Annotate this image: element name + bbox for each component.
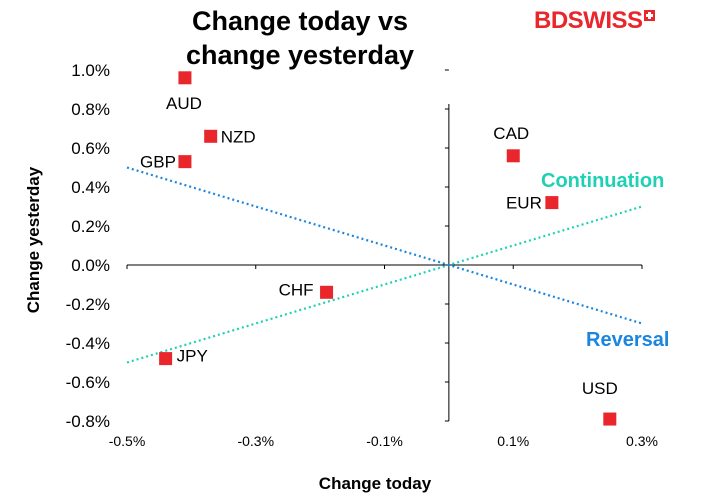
x-axis-label: Change today <box>318 474 432 493</box>
data-point-usd <box>603 412 617 426</box>
data-point-gbp <box>178 155 192 169</box>
y-tick-label: -0.8% <box>66 412 110 431</box>
y-tick-label: 1.0% <box>71 61 110 80</box>
x-tick-label: -0.1% <box>366 433 403 449</box>
chart-title-line2: change yesterday <box>185 40 415 70</box>
data-label-aud: AUD <box>166 94 202 113</box>
chart-title: Change today vs change yesterday <box>150 4 450 72</box>
y-tick-label: -0.4% <box>66 334 110 353</box>
x-tick-label: -0.3% <box>237 433 274 449</box>
data-point-aud <box>178 71 192 85</box>
y-tick-label: 0.2% <box>71 217 110 236</box>
data-point-jpy <box>159 352 173 366</box>
continuation-annotation: Continuation <box>541 170 665 192</box>
continuation-line <box>126 205 643 364</box>
reversal-annotation: Reversal <box>586 329 670 351</box>
y-tick-label: 0.8% <box>71 100 110 119</box>
chart-title-line1: Change today vs <box>191 6 409 36</box>
data-label-usd: USD <box>582 379 618 398</box>
data-point-chf <box>320 285 334 299</box>
data-label-jpy: JPY <box>177 347 208 366</box>
logo-text-bd: BD <box>534 7 568 34</box>
x-tick-label: 0.3% <box>626 433 658 449</box>
data-point-eur <box>545 196 559 210</box>
y-axis-label: Change yesterday <box>24 166 43 314</box>
x-tick-label: -0.5% <box>109 433 146 449</box>
bdswiss-logo: BD SWISS <box>534 7 655 34</box>
x-tick-label: 0.1% <box>497 433 529 449</box>
data-label-chf: CHF <box>279 280 314 299</box>
y-tick-label: -0.2% <box>66 295 110 314</box>
swiss-cross-icon <box>643 9 655 21</box>
data-point-cad <box>506 149 520 163</box>
data-label-gbp: GBP <box>140 153 176 172</box>
logo-text-swiss: SWISS <box>567 7 643 34</box>
y-tick-label: 0.4% <box>71 178 110 197</box>
y-tick-label: -0.6% <box>66 373 110 392</box>
data-label-nzd: NZD <box>221 127 256 146</box>
y-tick-label: 0.0% <box>71 256 110 275</box>
y-tick-label: 0.6% <box>71 139 110 158</box>
data-label-cad: CAD <box>493 124 529 143</box>
data-point-nzd <box>204 129 218 143</box>
data-label-eur: EUR <box>506 194 542 213</box>
